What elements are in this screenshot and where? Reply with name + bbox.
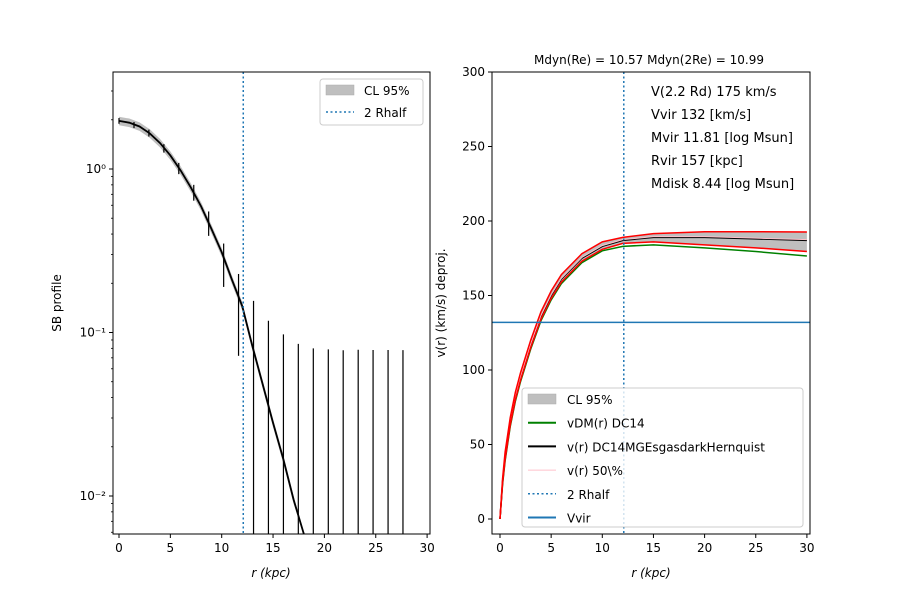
x-tick-label: 0	[496, 541, 504, 555]
x-tick-label: 5	[167, 541, 175, 555]
left-legend: CL 95% 2 Rhalf	[319, 78, 424, 126]
annotation-text: V(2.2 Rd) 175 km/s	[651, 85, 777, 100]
y-tick-label: 10⁻²	[80, 489, 107, 503]
y-axis-label: v(r) (km/s) deproj.	[434, 248, 448, 357]
annotation-text: Vvir 132 [km/s]	[651, 108, 751, 123]
y-tick-label: 10⁰	[86, 162, 106, 176]
y-tick-label: 300	[462, 65, 485, 79]
legend-label: v(r) DC14MGEsgasdarkHernquist	[567, 440, 765, 454]
x-tick-label: 15	[646, 541, 661, 555]
x-tick-label: 25	[748, 541, 763, 555]
legend-label: v(r) 50\%	[567, 464, 623, 478]
y-tick-label: 250	[462, 140, 485, 154]
right-axes-frame	[491, 71, 811, 535]
legend-label: 2 Rhalf	[567, 488, 610, 502]
legend-label: vDM(r) DC14	[567, 417, 645, 431]
x-tick-label: 30	[799, 541, 814, 555]
x-tick-label: 10	[595, 541, 610, 555]
x-axis-label: r (kpc)	[631, 566, 670, 580]
legend-swatch-cl-band	[527, 393, 557, 405]
annotation-text: Rvir 157 [kpc]	[651, 154, 743, 169]
y-tick-label: 100	[462, 363, 485, 377]
legend-swatch-cl-band	[325, 84, 355, 96]
x-tick-label: 15	[265, 541, 280, 555]
legend-label: 2 Rhalf	[364, 106, 407, 120]
cl-lower-line	[499, 241, 807, 520]
y-tick-label: 50	[470, 438, 485, 452]
x-tick-label: 20	[317, 541, 332, 555]
x-tick-label: 25	[368, 541, 383, 555]
right-plot-area	[492, 72, 810, 534]
y-tick-label: 10⁻¹	[80, 326, 107, 340]
cl-band	[119, 116, 304, 534]
sb-model-line	[118, 119, 305, 534]
x-tick-label: 30	[419, 541, 434, 555]
right-legend: CL 95% vDM(r) DC14 v(r) DC14MGEsgasdarkHer…	[521, 387, 804, 528]
y-axis-label: SB profile	[50, 274, 64, 332]
y-tick-label: 200	[462, 214, 485, 228]
left-panel-sb-profile: 0 5 10 15 20 25 30 10⁰ 10⁻¹ 10⁻² r (kpc) SB profile…	[50, 71, 435, 580]
legend-label: CL 95%	[364, 84, 410, 98]
annotation-text: Mdisk 8.44 [log Msun]	[651, 177, 794, 192]
cl-upper-line	[499, 230, 807, 520]
left-axes-frame	[112, 71, 431, 535]
x-tick-label: 0	[115, 541, 123, 555]
legend-label: Vvir	[567, 512, 591, 526]
x-axis-label: r (kpc)	[251, 566, 290, 580]
chart-title: Mdyn(Re) = 10.57 Mdyn(2Re) = 10.99	[534, 53, 764, 67]
legend-box	[521, 387, 804, 528]
left-plot-area	[118, 72, 404, 534]
x-tick-label: 10	[214, 541, 229, 555]
x-tick-label: 20	[697, 541, 712, 555]
y-tick-label: 150	[462, 289, 485, 303]
annotation-text: Mvir 11.81 [log Msun]	[651, 131, 793, 146]
x-tick-label: 5	[547, 541, 555, 555]
y-tick-label: 0	[477, 512, 485, 526]
legend-label: CL 95%	[567, 393, 613, 407]
